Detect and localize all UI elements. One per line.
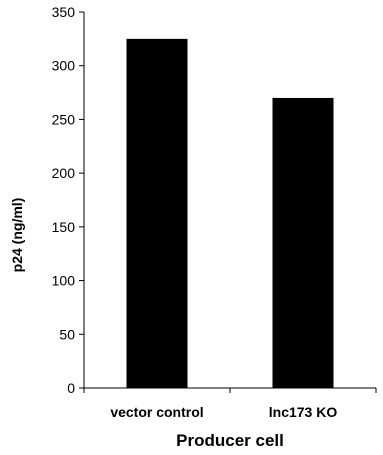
x-axis-title: Producer cell [176, 431, 284, 450]
y-tick-label: 300 [52, 58, 76, 74]
bar [126, 38, 188, 388]
x-axis-category-labels: vector control lnc173 KO [110, 404, 337, 420]
bars [126, 38, 334, 388]
y-tick-label: 0 [67, 380, 75, 396]
y-tick-label: 350 [52, 4, 76, 20]
x-category-label: vector control [110, 404, 203, 420]
x-category-label: lnc173 KO [269, 404, 338, 420]
x-axis-ticks [83, 388, 377, 393]
y-tick-label: 50 [59, 326, 75, 342]
y-tick-label: 250 [52, 111, 76, 127]
bar [272, 97, 334, 388]
y-tick-label: 200 [52, 165, 76, 181]
y-axis-ticks: 0 50 100 150 200 250 300 350 [52, 4, 84, 396]
y-tick-label: 100 [52, 273, 76, 289]
y-axis-title: p24 (ng/ml) [9, 198, 25, 273]
y-tick-label: 150 [52, 219, 76, 235]
